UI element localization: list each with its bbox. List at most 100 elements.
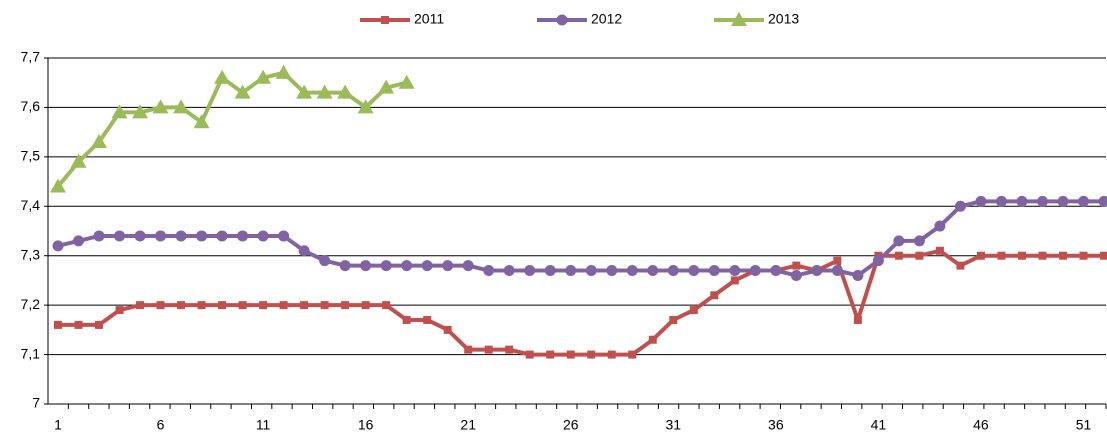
data-point <box>296 84 313 99</box>
data-point <box>913 235 925 247</box>
legend-label: 2013 <box>768 11 799 27</box>
data-point <box>361 301 370 310</box>
y-tick-label: 7,4 <box>21 197 41 213</box>
data-point <box>585 265 597 277</box>
series-line <box>58 248 1104 357</box>
data-point <box>423 315 432 324</box>
legend-label: 2012 <box>591 11 622 27</box>
data-point <box>729 265 741 277</box>
series-line <box>57 199 1104 278</box>
data-point <box>278 230 290 242</box>
data-point <box>1036 195 1048 207</box>
data-point <box>667 265 679 277</box>
data-point <box>976 251 985 260</box>
data-point <box>380 260 392 272</box>
data-point <box>155 230 167 242</box>
data-point <box>115 306 124 315</box>
data-point <box>710 291 719 300</box>
data-point <box>852 269 864 281</box>
data-point <box>218 301 227 310</box>
data-point <box>132 104 149 119</box>
data-point <box>607 350 616 359</box>
y-tick-label: 7,1 <box>21 345 41 361</box>
data-point <box>1098 195 1107 207</box>
series-line <box>56 70 408 188</box>
data-point <box>956 261 965 270</box>
data-point <box>505 345 514 354</box>
data-point <box>483 265 495 277</box>
data-point <box>566 350 575 359</box>
data-point <box>606 265 618 277</box>
data-point <box>546 350 555 359</box>
data-point <box>1100 251 1107 260</box>
data-point <box>238 301 247 310</box>
data-point <box>669 315 678 324</box>
data-point <box>1016 195 1028 207</box>
x-tick-label: 46 <box>973 417 989 433</box>
x-tick-label: 11 <box>256 417 271 433</box>
data-point <box>54 320 62 329</box>
data-point <box>730 276 739 285</box>
data-point <box>749 265 761 277</box>
y-tick-label: 7 <box>32 395 40 411</box>
data-point <box>234 84 251 99</box>
data-point <box>95 320 104 329</box>
data-point <box>177 301 186 310</box>
y-tick-label: 7,6 <box>21 98 41 114</box>
data-point <box>853 315 862 324</box>
data-point <box>524 265 536 277</box>
data-point <box>257 230 269 242</box>
data-point <box>360 260 372 272</box>
data-point <box>279 301 288 310</box>
x-tick-label: 36 <box>768 417 784 433</box>
data-point <box>259 301 268 310</box>
data-point <box>628 350 637 359</box>
data-point <box>50 178 66 193</box>
data-point <box>587 350 596 359</box>
data-point <box>136 301 145 310</box>
data-point <box>626 265 638 277</box>
data-point <box>175 230 187 242</box>
data-point <box>255 69 272 84</box>
data-point <box>790 269 802 281</box>
data-point <box>565 265 577 277</box>
data-point <box>1057 195 1069 207</box>
data-point <box>935 246 944 255</box>
data-point <box>648 335 657 344</box>
data-point <box>893 235 905 247</box>
data-point <box>52 240 64 252</box>
data-point <box>831 265 843 277</box>
x-tick-label: 6 <box>157 417 165 433</box>
data-point <box>525 350 534 359</box>
data-point <box>544 265 556 277</box>
data-point <box>382 301 391 310</box>
x-tick-label: 41 <box>871 417 887 433</box>
y-tick-label: 7,2 <box>21 296 41 312</box>
legend-label: 2011 <box>414 11 444 27</box>
data-point <box>275 64 292 79</box>
data-point <box>319 255 331 267</box>
data-point <box>484 345 493 354</box>
data-point <box>770 265 782 277</box>
data-point <box>337 84 354 99</box>
data-point <box>503 265 515 277</box>
data-point <box>708 265 720 277</box>
data-point <box>954 200 966 212</box>
data-point <box>341 301 350 310</box>
data-point <box>401 260 413 272</box>
data-point <box>1038 251 1047 260</box>
data-point <box>300 301 309 310</box>
data-point <box>298 245 310 257</box>
data-point <box>975 195 987 207</box>
data-point <box>689 306 698 315</box>
data-point <box>688 265 700 277</box>
data-point <box>91 134 108 149</box>
data-point <box>1079 251 1088 260</box>
data-point <box>443 325 452 334</box>
x-tick-label: 51 <box>1076 417 1092 433</box>
y-tick-label: 7,7 <box>21 49 41 65</box>
data-point <box>156 301 165 310</box>
y-tick-label: 7,3 <box>21 246 41 262</box>
data-point <box>114 230 126 242</box>
data-point <box>442 260 454 272</box>
